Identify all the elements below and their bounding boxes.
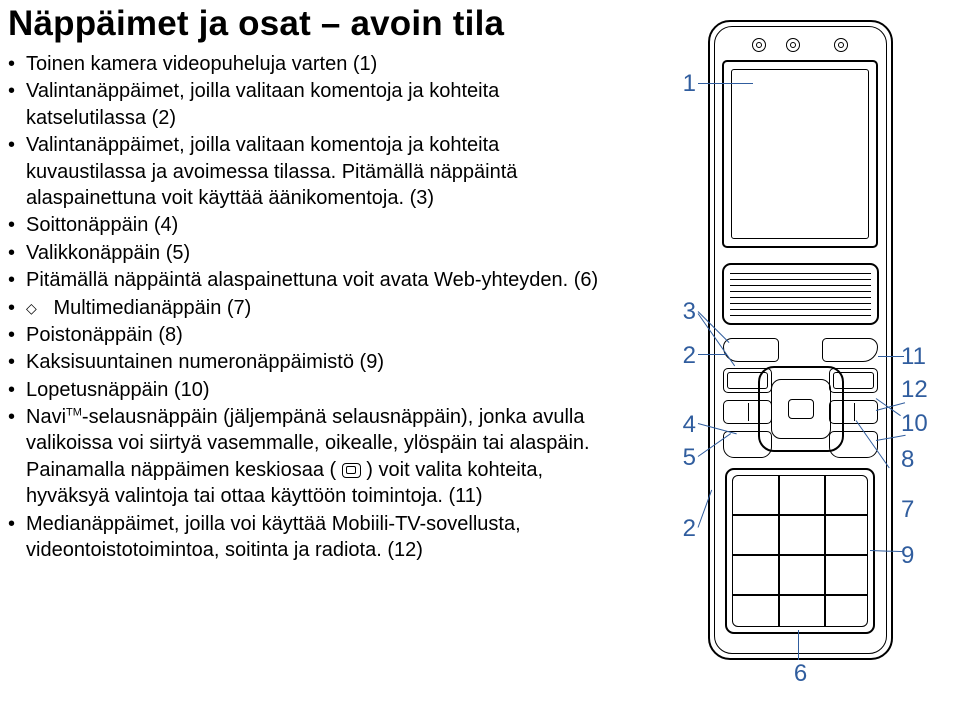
bullet-item-navi: NaviTM-selausnäppäin (jäljempänä selausn… (8, 404, 622, 510)
callout-2: 2 (666, 342, 696, 370)
bullet-item: Valintanäppäimet, joilla valitaan koment… (8, 78, 622, 131)
page: Näppäimet ja osat – avoin tila Toinen ka… (0, 0, 959, 721)
callout-9: 9 (901, 542, 941, 570)
numeric-keypad (725, 468, 875, 634)
tm-mark: TM (66, 406, 82, 418)
diagram-column: 1 3 2 4 5 2 11 12 10 8 7 9 6 (630, 0, 959, 721)
callout-5: 5 (666, 444, 696, 472)
softkey-left (723, 338, 779, 362)
bullet-item: Kaksisuuntainen numeronäppäimistö (9) (8, 349, 622, 375)
leader-line (698, 83, 753, 84)
bullet-text: Multimedianäppäin (7) (53, 297, 251, 319)
bullet-item: Poistonäppäin (8) (8, 322, 622, 348)
page-title: Näppäimet ja osat – avoin tila (8, 4, 622, 44)
bullet-list: Toinen kamera videopuheluja varten (1) V… (8, 51, 622, 563)
callout-12: 12 (901, 376, 941, 404)
bullet-item: Medianäppäimet, joilla voi käyttää Mobii… (8, 511, 622, 564)
callout-8: 8 (901, 446, 941, 474)
multimedia-icon: ◇ (26, 299, 37, 317)
callout-3: 3 (666, 298, 696, 326)
bullet-item: Pitämällä näppäintä alaspainettuna voit … (8, 267, 622, 293)
text-column: Näppäimet ja osat – avoin tila Toinen ka… (0, 0, 630, 721)
leader-line (698, 354, 726, 355)
bullet-item: Lopetusnäppäin (10) (8, 377, 622, 403)
camera-dot (786, 38, 800, 52)
callout-1: 1 (666, 70, 696, 98)
callout-7: 7 (901, 496, 941, 524)
leader-line (798, 630, 799, 660)
screen-inner (731, 69, 869, 239)
navi-prefix: Navi (26, 406, 66, 428)
bullet-item: Toinen kamera videopuheluja varten (1) (8, 51, 622, 77)
screen-frame (722, 60, 878, 248)
center-key-icon (342, 463, 361, 478)
bullet-item-multimedia: ◇ Multimedianäppäin (7) (8, 295, 622, 321)
bullet-item: Valikkonäppäin (5) (8, 240, 622, 266)
softkey-right (822, 338, 878, 362)
callout-4: 4 (666, 411, 696, 439)
phone (708, 20, 893, 660)
bullet-item: Valintanäppäimet, joilla valitaan koment… (8, 132, 622, 211)
callout-11: 11 (901, 343, 941, 371)
callout-2b: 2 (666, 515, 696, 543)
callout-6: 6 (794, 660, 807, 688)
sensor-dot (834, 38, 848, 52)
sensor-dot (752, 38, 766, 52)
leader-line (878, 356, 904, 357)
navi-center (788, 399, 814, 419)
navi-key (758, 366, 844, 452)
hinge-grip (722, 263, 879, 325)
bullet-item: Soittonäppäin (4) (8, 212, 622, 238)
phone-diagram: 1 3 2 4 5 2 11 12 10 8 7 9 6 (708, 20, 893, 660)
callout-10: 10 (901, 410, 941, 438)
